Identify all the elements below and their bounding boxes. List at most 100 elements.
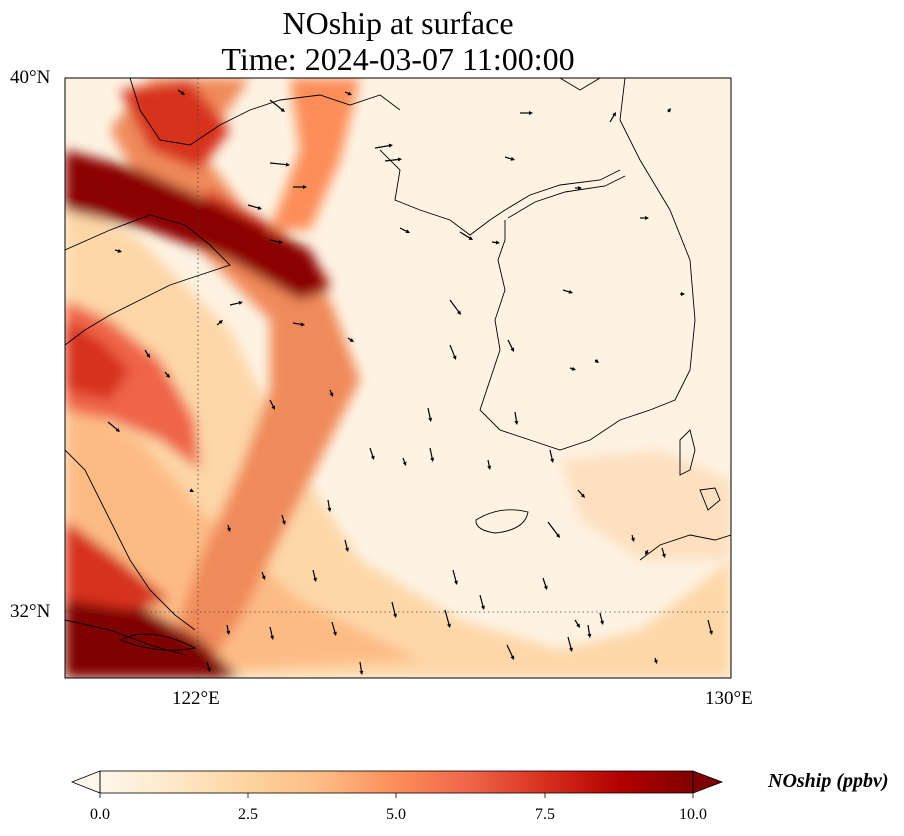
- wind-arrow-head: [303, 185, 307, 189]
- wind-arrow-head: [405, 229, 410, 233]
- wind-arrow-head: [630, 537, 635, 542]
- wind-arrow-head: [612, 112, 616, 117]
- colorbar-frame: [99, 770, 694, 794]
- wind-arrow-head: [327, 507, 332, 512]
- lat-label-32: 32°N: [10, 601, 51, 622]
- wind-arrow: [504, 156, 513, 160]
- wind-arrow-head: [270, 635, 275, 640]
- map-frame: [64, 77, 732, 679]
- wind-arrow: [452, 569, 457, 583]
- wind-arrow-head: [146, 353, 150, 358]
- wind-arrow-head: [165, 373, 170, 378]
- wind-arrow: [542, 577, 547, 588]
- colorbar-tick-label: 5.0: [386, 806, 406, 823]
- colorbar-tick-label: 7.5: [535, 806, 555, 823]
- wind-arrow: [399, 227, 408, 233]
- wind-arrow: [391, 601, 396, 616]
- colorbar-extend-high: [692, 770, 724, 794]
- wind-arrow-head: [280, 107, 285, 112]
- wind-arrow-head: [661, 553, 666, 558]
- north-korea-west-coast: [379, 149, 506, 236]
- concentration-field: [65, 78, 731, 678]
- wind-arrow: [206, 661, 210, 670]
- wind-arrow: [459, 231, 471, 239]
- wind-arrow: [567, 636, 572, 650]
- wind-arrow-head: [370, 455, 375, 460]
- map-title-line2: Time: 2024-03-07 11:00:00: [221, 41, 575, 77]
- wind-arrow-head: [430, 457, 435, 462]
- wind-arrow: [574, 619, 579, 626]
- wind-arrow: [429, 447, 433, 460]
- wind-arrow-head: [393, 613, 397, 618]
- wind-arrow: [707, 619, 712, 633]
- wind-arrow-head: [281, 520, 286, 525]
- wind-arrow-head: [117, 248, 122, 253]
- wind-arrow-head: [402, 461, 407, 466]
- wind-arrow-head: [226, 527, 231, 532]
- tsushima-island: [679, 429, 696, 476]
- wind-arrow-head: [206, 667, 211, 672]
- wind-arrow-head: [332, 631, 337, 636]
- wind-arrow: [547, 521, 559, 536]
- wind-arrow: [229, 302, 241, 306]
- wind-arrow: [247, 204, 260, 209]
- wind-arrow-head: [180, 91, 185, 95]
- wind-arrow-head: [568, 289, 573, 294]
- lon-label-130: 130°E: [705, 688, 753, 709]
- wind-arrow-head: [653, 659, 658, 664]
- dmz-border-2: [507, 175, 626, 219]
- wind-arrow-head: [510, 156, 515, 161]
- wind-arrow-head: [529, 111, 533, 115]
- wind-arrow-head: [428, 417, 433, 422]
- wind-arrow-head: [457, 310, 461, 315]
- plume-south-band: [65, 400, 420, 678]
- wind-arrow-head: [447, 623, 451, 628]
- wind-arrow-head: [569, 647, 573, 652]
- wind-arrow: [312, 569, 316, 580]
- wind-arrow-head: [300, 322, 305, 327]
- map-title-line1: NOship at surface: [282, 5, 514, 41]
- wind-arrow: [327, 499, 331, 510]
- wind-arrow-head: [468, 236, 473, 240]
- wind-arrow-head: [115, 427, 120, 432]
- wind-arrow: [562, 289, 571, 293]
- wind-arrow: [384, 158, 400, 162]
- jeju-island: [475, 509, 529, 534]
- wind-arrow: [226, 624, 229, 633]
- wind-arrow-head: [645, 216, 649, 220]
- wind-arrow: [479, 594, 484, 608]
- wind-arrow: [269, 239, 281, 243]
- wind-arrow-head: [681, 292, 685, 296]
- colorbar-ticks: [99, 793, 694, 798]
- wind-arrow-head: [580, 493, 585, 498]
- jiangsu-coast: [65, 449, 196, 631]
- plume-lane-main: [110, 78, 360, 678]
- lon-label-122: 122°E: [172, 688, 220, 709]
- wind-arrow: [269, 399, 275, 408]
- wind-arrow: [506, 644, 514, 658]
- wind-arrow: [599, 612, 603, 623]
- wind-arrow-head: [594, 359, 599, 363]
- wind-arrow: [549, 449, 553, 461]
- wind-arrow: [661, 547, 665, 556]
- wind-arrow-head: [645, 550, 649, 555]
- wind-arrow: [331, 621, 336, 634]
- wind-arrow-head: [285, 162, 290, 167]
- lat-label-40: 40°N: [10, 67, 51, 88]
- wind-arrow: [514, 411, 518, 423]
- wind-arrow-head: [278, 240, 283, 245]
- wind-arrow-head: [600, 620, 604, 625]
- plume-north-lane: [270, 78, 360, 230]
- wind-arrow: [144, 349, 149, 356]
- wind-arrow: [269, 99, 284, 111]
- wind-arrow: [281, 514, 285, 523]
- plume-bohai-core: [65, 150, 330, 300]
- wind-arrow: [427, 407, 431, 420]
- wind-arrow: [449, 344, 456, 358]
- wind-arrow-head: [514, 420, 519, 425]
- wind-arrow-head: [667, 108, 671, 113]
- wind-arrow: [374, 144, 391, 149]
- wind-arrow-head: [397, 157, 402, 162]
- colorbar-label: NOship (ppbv): [768, 770, 889, 792]
- wind-arrow-head: [481, 605, 485, 610]
